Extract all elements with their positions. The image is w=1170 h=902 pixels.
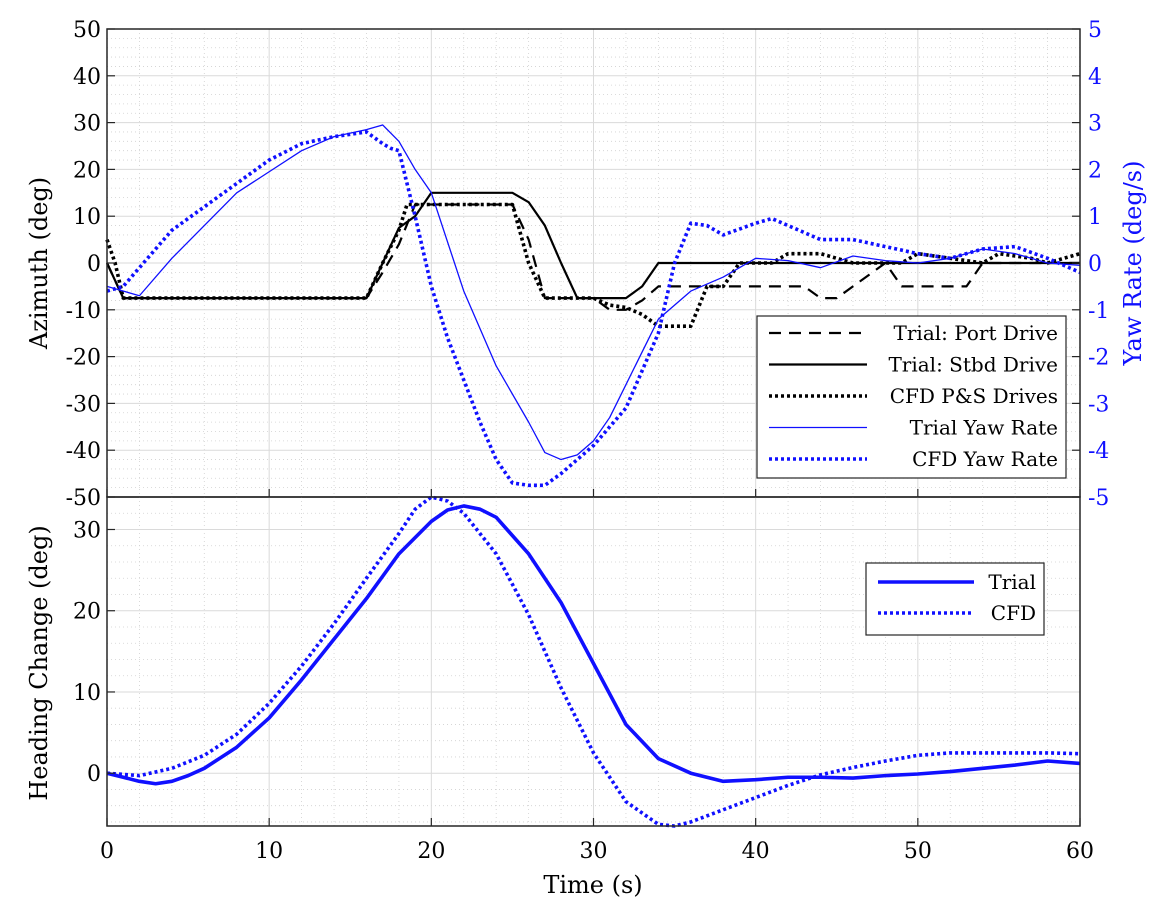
y2-tick-label: 0 — [1088, 252, 1102, 277]
legend-label: Trial: Port Drive — [894, 321, 1058, 345]
y-tick-label: -50 — [66, 486, 101, 511]
legend-label: Trial — [988, 570, 1036, 594]
x-tick-label: 30 — [580, 839, 608, 864]
legend-label: Trial Yaw Rate — [910, 416, 1058, 440]
y-tick-label: -30 — [66, 392, 101, 417]
bottom-left-axis-label: Heading Change (deg) — [25, 525, 53, 800]
y2-tick-label: 5 — [1088, 18, 1102, 43]
y2-tick-label: -5 — [1088, 486, 1109, 511]
series-line-top-3 — [106, 124, 1081, 461]
legend-box — [756, 315, 1067, 479]
y-tick-label: 0 — [87, 252, 101, 277]
top-tick-labels: -50-40-30-20-1001020304050-5-4-3-2-10123… — [66, 18, 1110, 511]
bottom-grid — [106, 496, 1081, 826]
y-tick-label: 0 — [87, 762, 101, 787]
x-tick-label: 10 — [255, 839, 283, 864]
series-line-bottom-0 — [106, 504, 1081, 786]
y-tick-label: 10 — [73, 681, 101, 706]
heading-change-plot: 0 10 20 30 0 10 20 30 40 50 60 Heading Change (deg… — [25, 495, 1094, 899]
y-tick-label: 20 — [73, 600, 101, 625]
x-tick-label: 40 — [742, 839, 770, 864]
bottom-legend: Trial CFD — [865, 562, 1045, 636]
top-right-axis-label: Yaw Rate (deg/s) — [1119, 161, 1147, 367]
legend-label: Trial: Stbd Drive — [888, 353, 1058, 377]
top-series-group — [105, 124, 1081, 488]
legend-box — [865, 562, 1045, 636]
y-tick-label: 40 — [73, 65, 101, 90]
series-line-top-0 — [106, 203, 1080, 311]
x-tick-label: 20 — [417, 839, 445, 864]
x-tick-label: 60 — [1066, 839, 1094, 864]
x-tick-label: 50 — [904, 839, 932, 864]
y2-tick-label: -3 — [1088, 392, 1109, 417]
y-tick-label: -40 — [66, 439, 101, 464]
x-tick-label: 0 — [100, 839, 114, 864]
top-left-axis-label: Azimuth (deg) — [25, 177, 53, 350]
legend-label: CFD Yaw Rate — [912, 447, 1058, 471]
y-tick-label: 10 — [73, 205, 101, 230]
legend-label: CFD — [991, 601, 1036, 625]
bottom-tick-labels: 0 10 20 30 0 10 20 30 40 50 60 — [73, 518, 1094, 864]
series-line-top-4 — [106, 130, 1081, 488]
y-tick-label: 30 — [73, 112, 101, 137]
y2-tick-label: 2 — [1088, 158, 1102, 183]
x-axis-label: Time (s) — [543, 871, 642, 899]
bottom-series-group — [106, 495, 1081, 828]
y-tick-label: 50 — [73, 18, 101, 43]
y-tick-label: 20 — [73, 158, 101, 183]
y-tick-label: 30 — [73, 518, 101, 543]
y2-tick-label: -2 — [1088, 346, 1109, 371]
series-line-bottom-1 — [106, 495, 1081, 828]
y-tick-label: -20 — [66, 346, 101, 371]
y2-tick-label: 4 — [1088, 65, 1102, 90]
legend-label: CFD P&S Drives — [890, 384, 1058, 408]
top-legend: Trial: Port Drive Trial: Stbd Drive CFD P&… — [756, 315, 1067, 479]
y2-tick-label: 1 — [1088, 205, 1102, 230]
y2-tick-label: -1 — [1088, 299, 1109, 324]
y2-tick-label: -4 — [1088, 439, 1109, 464]
y2-tick-label: 3 — [1088, 112, 1102, 137]
azimuth-yaw-rate-plot: -50-40-30-20-1001020304050-5-4-3-2-10123… — [25, 18, 1147, 511]
y-tick-label: -10 — [66, 299, 101, 324]
